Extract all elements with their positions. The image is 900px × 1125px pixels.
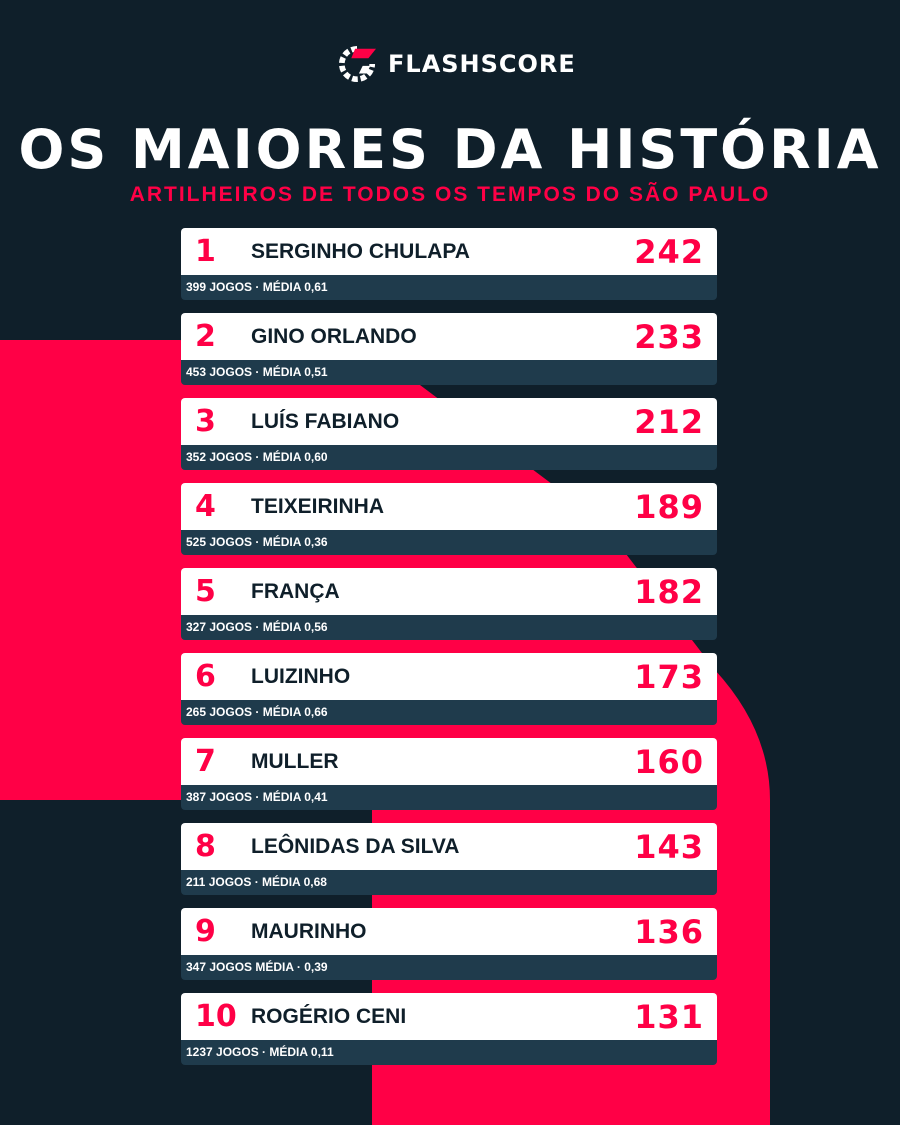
rank-number: 10 [195,999,237,1034]
brand-name: FLASHSCORE [388,50,576,78]
brand-logo: FLASHSCORE [338,44,576,84]
goals-count: 136 [634,913,704,951]
player-name: ROGÉRIO CENI [251,1005,407,1028]
goals-count: 131 [634,998,704,1036]
rank-number: 3 [195,404,216,439]
row-card: 4 TEIXEIRINHA 189 [181,483,717,530]
player-name: LEÔNIDAS DA SILVA [251,835,460,858]
page-subtitle: ARTILHEIROS DE TODOS OS TEMPOS DO SÃO PA… [129,183,771,206]
row-footer: 453 JOGOS · MÉDIA 0,51 [181,360,717,385]
goals-count: 173 [634,658,704,696]
player-stats: 453 JOGOS · MÉDIA 0,51 [186,365,328,379]
goals-count: 160 [634,743,704,781]
row-footer: 265 JOGOS · MÉDIA 0,66 [181,700,717,725]
rank-number: 6 [195,659,216,694]
ranking-row: 10 ROGÉRIO CENI 131 1237 JOGOS · MÉDIA 0… [181,993,717,1065]
goals-count: 233 [634,318,704,356]
player-name: GINO ORLANDO [251,325,417,348]
row-footer: 525 JOGOS · MÉDIA 0,36 [181,530,717,555]
player-stats: 211 JOGOS · MÉDIA 0,68 [186,875,327,889]
row-card: 9 MAURINHO 136 [181,908,717,955]
player-stats: 327 JOGOS · MÉDIA 0,56 [186,620,328,634]
player-name: SERGINHO CHULAPA [251,240,470,263]
row-card: 1 SERGINHO CHULAPA 242 [181,228,717,275]
row-card: 10 ROGÉRIO CENI 131 [181,993,717,1040]
player-stats: 352 JOGOS · MÉDIA 0,60 [186,450,328,464]
ranking-row: 9 MAURINHO 136 347 JOGOS MÉDIA · 0,39 [181,908,717,980]
player-stats: 347 JOGOS MÉDIA · 0,39 [186,960,328,974]
row-card: 2 GINO ORLANDO 233 [181,313,717,360]
rank-number: 5 [195,574,216,609]
row-footer: 327 JOGOS · MÉDIA 0,56 [181,615,717,640]
row-footer: 387 JOGOS · MÉDIA 0,41 [181,785,717,810]
ranking-row: 1 SERGINHO CHULAPA 242 399 JOGOS · MÉDIA… [181,228,717,300]
page-title: OS MAIORES DA HISTÓRIA [18,118,882,181]
player-name: LUIZINHO [251,665,351,688]
player-stats: 1237 JOGOS · MÉDIA 0,11 [186,1045,334,1059]
ranking-row: 8 LEÔNIDAS DA SILVA 143 211 JOGOS · MÉDI… [181,823,717,895]
row-card: 6 LUIZINHO 173 [181,653,717,700]
flashscore-logo-icon [338,45,376,83]
row-card: 5 FRANÇA 182 [181,568,717,615]
row-card: 7 MULLER 160 [181,738,717,785]
row-footer: 211 JOGOS · MÉDIA 0,68 [181,870,717,895]
rank-number: 9 [195,914,216,949]
row-footer: 1237 JOGOS · MÉDIA 0,11 [181,1040,717,1065]
ranking-row: 5 FRANÇA 182 327 JOGOS · MÉDIA 0,56 [181,568,717,640]
rank-number: 1 [195,234,216,269]
row-card: 8 LEÔNIDAS DA SILVA 143 [181,823,717,870]
goals-count: 212 [634,403,704,441]
ranking-row: 7 MULLER 160 387 JOGOS · MÉDIA 0,41 [181,738,717,810]
row-card: 3 LUÍS FABIANO 212 [181,398,717,445]
player-stats: 387 JOGOS · MÉDIA 0,41 [186,790,328,804]
player-stats: 399 JOGOS · MÉDIA 0,61 [186,280,328,294]
rank-number: 2 [195,319,216,354]
row-footer: 347 JOGOS MÉDIA · 0,39 [181,955,717,980]
goals-count: 189 [634,488,704,526]
goals-count: 143 [634,828,704,866]
rank-number: 7 [195,744,216,779]
goals-count: 242 [634,233,704,271]
player-stats: 525 JOGOS · MÉDIA 0,36 [186,535,328,549]
row-footer: 399 JOGOS · MÉDIA 0,61 [181,275,717,300]
player-name: MAURINHO [251,920,367,943]
ranking-row: 2 GINO ORLANDO 233 453 JOGOS · MÉDIA 0,5… [181,313,717,385]
player-name: FRANÇA [251,580,340,603]
ranking-row: 4 TEIXEIRINHA 189 525 JOGOS · MÉDIA 0,36 [181,483,717,555]
ranking-row: 3 LUÍS FABIANO 212 352 JOGOS · MÉDIA 0,6… [181,398,717,470]
ranking-row: 6 LUIZINHO 173 265 JOGOS · MÉDIA 0,66 [181,653,717,725]
rank-number: 4 [195,489,216,524]
row-footer: 352 JOGOS · MÉDIA 0,60 [181,445,717,470]
goals-count: 182 [634,573,704,611]
rank-number: 8 [195,829,216,864]
player-stats: 265 JOGOS · MÉDIA 0,66 [186,705,328,719]
player-name: TEIXEIRINHA [251,495,385,518]
player-name: LUÍS FABIANO [251,410,400,433]
player-name: MULLER [251,750,339,773]
